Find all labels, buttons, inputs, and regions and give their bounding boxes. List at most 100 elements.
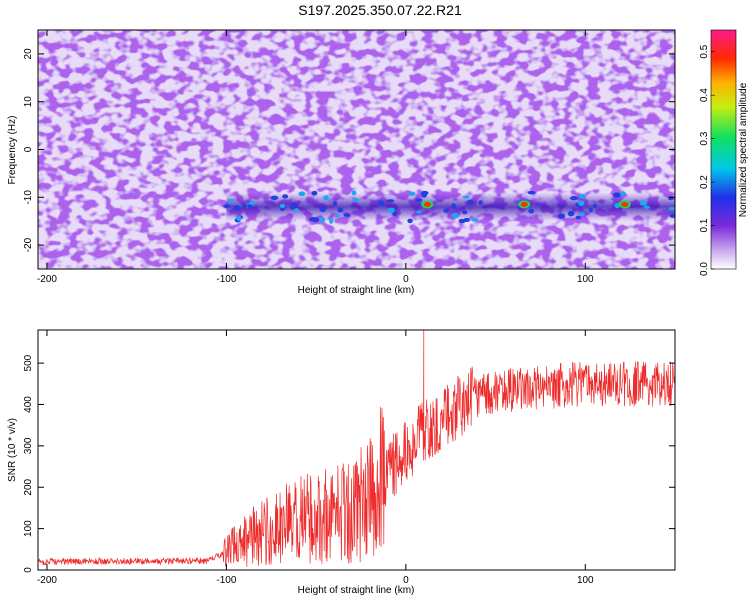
band-blob — [312, 217, 320, 223]
band-blob — [420, 190, 429, 196]
band-blob — [334, 214, 341, 218]
band-blob — [319, 217, 326, 223]
spectrogram-x-label: Height of straight line (km) — [298, 285, 415, 296]
band-blob — [443, 208, 449, 213]
snr-y-tick-label: 0 — [23, 567, 34, 573]
band-blob — [279, 203, 286, 208]
band-blob — [579, 194, 587, 199]
band-blob — [329, 217, 334, 224]
band-blob — [279, 206, 286, 212]
band-blob — [236, 215, 242, 221]
colorbar-tick-label: 0.4 — [699, 88, 710, 102]
band-blob — [386, 199, 395, 203]
colorbar-ticks: 0.0 0.1 0.2 0.3 0.4 0.5 — [699, 44, 715, 276]
snr-y-tick-label: 200 — [23, 478, 34, 495]
band-blob — [233, 204, 241, 211]
snr-x-tick-label: 0 — [403, 575, 409, 586]
band-blob — [332, 200, 338, 206]
hotspot-core — [423, 201, 431, 207]
band-blob — [353, 197, 359, 203]
spectrogram-y-ticks: -20 -10 0 10 20 — [23, 48, 675, 252]
band-blob — [298, 191, 306, 197]
snr-x-tick-label: -100 — [216, 575, 236, 586]
band-blob — [248, 201, 256, 205]
band-blob — [319, 207, 326, 213]
band-blob — [451, 203, 456, 210]
band-blob — [579, 212, 585, 217]
colorbar-tick-label: 0.3 — [699, 131, 710, 145]
spectrogram-x-tick-label: -200 — [37, 274, 57, 285]
band-blob — [578, 200, 585, 206]
hotspot-core — [520, 201, 528, 207]
band-blob — [462, 195, 470, 199]
snr-x-ticks: -200 -100 0 100 — [37, 330, 594, 586]
band-blob — [415, 198, 423, 203]
band-blob — [290, 205, 295, 210]
spectrogram-x-tick-label: -100 — [216, 274, 236, 285]
band-blob — [619, 191, 626, 196]
colorbar-tick-label: 0.1 — [699, 218, 710, 232]
band-blob — [247, 203, 253, 209]
snr-y-tick-label: 300 — [23, 437, 34, 454]
band-blob — [343, 213, 351, 217]
spectrogram-x-tick-label: 100 — [577, 274, 594, 285]
band-blob — [242, 203, 247, 208]
colorbar-gradient — [711, 30, 736, 269]
band-blob — [588, 207, 594, 213]
colorbar-frame — [710, 29, 737, 270]
band-blob — [311, 190, 318, 196]
band-blob — [575, 215, 582, 220]
band-blob — [462, 210, 468, 215]
snr-y-ticks: 0 100 200 300 400 500 — [23, 354, 675, 573]
spectrogram-y-tick-label: 0 — [23, 146, 34, 152]
band-blob — [612, 192, 621, 198]
snr-y-tick-label: 500 — [23, 354, 34, 371]
snr-y-tick-label: 400 — [23, 396, 34, 413]
snr-x-tick-label: -200 — [37, 575, 57, 586]
band-blob — [643, 205, 650, 209]
band-blob — [639, 200, 648, 206]
spectrogram-background — [38, 30, 675, 269]
band-blob — [337, 207, 343, 213]
colorbar-tick-label: 0.5 — [699, 44, 710, 58]
band-blob — [668, 206, 675, 211]
spectrogram-x-ticks: -200 -100 0 100 — [37, 30, 594, 285]
snr-series-line — [38, 330, 675, 568]
band-blob — [223, 204, 231, 209]
colorbar-tick-label: 0.0 — [699, 262, 710, 276]
colorbar-tick-label: 0.2 — [699, 175, 710, 189]
snr-panel: -200 -100 0 100 0 100 200 300 400 500 Height of … — [7, 329, 676, 596]
snr-x-label: Height of straight line (km) — [298, 585, 415, 596]
band-blob — [527, 190, 536, 195]
band-blob — [669, 213, 675, 218]
band-blob — [270, 195, 279, 200]
snr-y-tick-label: 100 — [23, 520, 34, 537]
band-blob — [407, 218, 413, 224]
band-blob — [478, 200, 483, 205]
spectrogram-x-tick-label: 0 — [403, 274, 409, 285]
band-blob — [567, 210, 575, 217]
band-blob — [592, 203, 598, 209]
band-blob — [528, 208, 535, 214]
frequency-band — [226, 192, 675, 221]
chart-title: S197.2025.350.07.22.R21 — [298, 2, 462, 18]
colorbar: 0.0 0.1 0.2 0.3 0.4 0.5 Normalized spectral a… — [699, 29, 749, 276]
hotspots — [223, 190, 675, 224]
band-blob — [569, 195, 578, 201]
spectrogram-y-tick-label: 20 — [23, 48, 34, 60]
band-blob — [557, 213, 566, 219]
spectrogram-y-tick-label: 10 — [23, 96, 34, 108]
spectrogram-y-label: Frequency (Hz) — [7, 116, 18, 185]
band-blob — [409, 191, 416, 196]
band-blob — [282, 194, 289, 199]
band-blob — [294, 208, 299, 213]
snr-y-label: SNR (10 * v/v) — [7, 418, 18, 482]
band-blob — [471, 217, 479, 222]
colorbar-label: Normalized spectral amplitude — [738, 82, 749, 217]
band-blob — [377, 200, 385, 207]
band-blob — [351, 190, 357, 196]
band-blob — [467, 199, 474, 205]
band-blob — [451, 212, 459, 219]
